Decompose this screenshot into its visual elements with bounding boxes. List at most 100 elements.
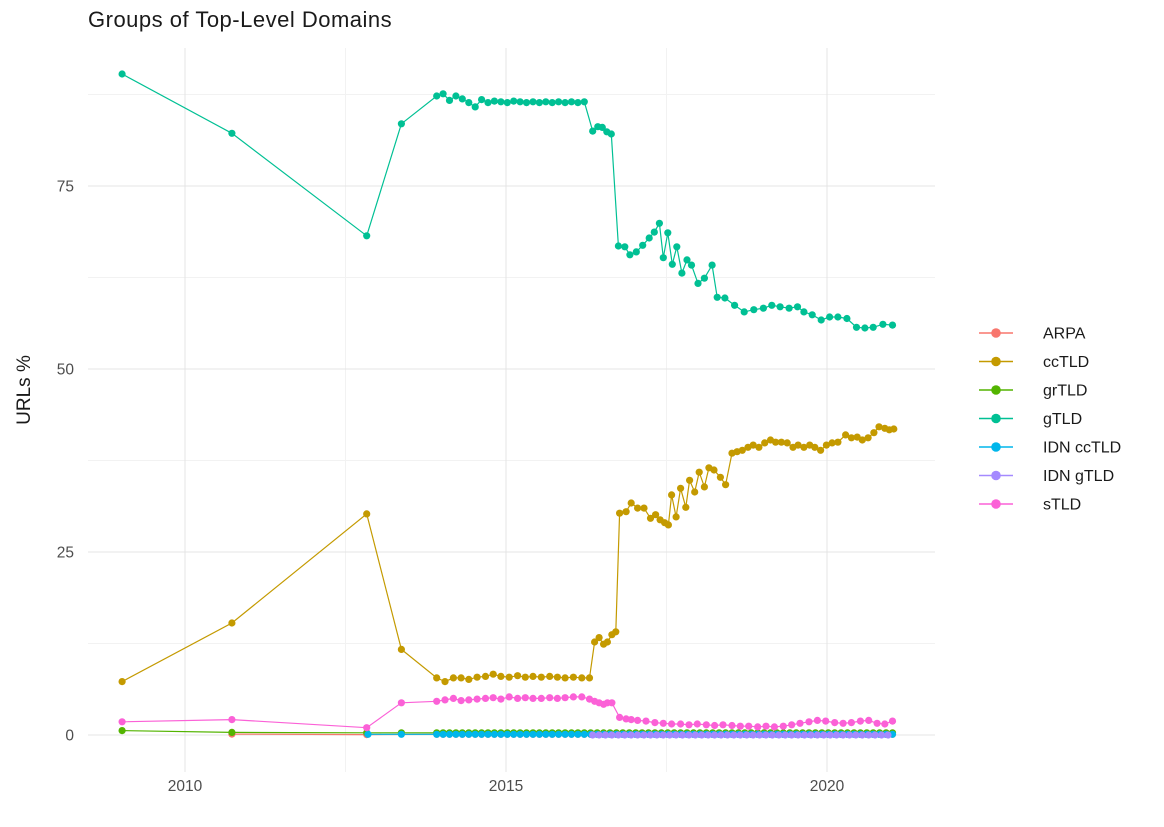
data-point — [521, 673, 529, 681]
data-point — [668, 491, 676, 499]
data-point — [627, 731, 635, 739]
data-point — [441, 678, 449, 686]
data-point — [614, 242, 623, 250]
data-point — [768, 301, 776, 309]
data-point — [785, 304, 793, 312]
data-point — [813, 716, 822, 725]
data-point — [736, 731, 744, 739]
x-tick-label: 2010 — [168, 778, 203, 795]
data-point — [639, 241, 647, 249]
data-point — [441, 696, 449, 704]
data-point — [645, 234, 653, 242]
data-point — [553, 673, 562, 681]
legend-label: ARPA — [1043, 326, 1086, 343]
data-point — [723, 731, 732, 739]
y-axis-title: URLs % — [14, 355, 35, 425]
data-point — [740, 308, 748, 316]
y-tick-label: 50 — [57, 362, 75, 379]
y-tick-label: 25 — [57, 545, 74, 562]
data-point — [646, 514, 655, 522]
data-point — [678, 269, 686, 277]
data-point — [621, 243, 629, 251]
series-line-gtld — [121, 73, 893, 329]
data-point — [578, 693, 586, 701]
data-point — [118, 678, 126, 686]
legend-key-dot — [991, 499, 1001, 509]
data-point — [839, 731, 847, 739]
data-point — [817, 446, 825, 454]
data-point — [691, 488, 699, 496]
data-point — [363, 232, 371, 240]
legend-key-dot — [991, 470, 1001, 481]
data-point — [691, 731, 700, 739]
legend-label: grTLD — [1043, 383, 1087, 400]
data-point — [817, 316, 825, 324]
data-point — [794, 441, 802, 449]
data-point — [826, 731, 834, 739]
data-point — [659, 731, 667, 739]
data-point — [722, 481, 730, 489]
series-stld — [118, 693, 897, 732]
data-point — [537, 694, 545, 703]
data-point — [864, 434, 872, 442]
data-point — [677, 484, 685, 492]
data-point — [762, 731, 770, 739]
data-point — [632, 248, 640, 256]
axis-tick-labels: 0 25 50 75 2010 2015 2020 — [57, 179, 845, 796]
data-point — [478, 96, 486, 104]
data-point — [490, 730, 498, 738]
data-point — [529, 730, 537, 738]
data-point — [694, 279, 702, 287]
data-point — [585, 674, 594, 682]
data-point — [542, 730, 550, 738]
data-point — [489, 670, 497, 678]
data-point — [762, 722, 770, 730]
data-point — [736, 722, 744, 730]
data-point — [781, 731, 789, 739]
data-point — [779, 722, 787, 730]
data-point — [449, 674, 457, 682]
data-point — [548, 99, 556, 107]
data-point — [580, 98, 588, 106]
data-point — [685, 731, 693, 739]
data-point — [614, 731, 623, 739]
legend-key-dot — [991, 356, 1001, 367]
data-point — [682, 503, 690, 511]
data-point — [655, 219, 664, 227]
data-point — [457, 674, 465, 682]
data-point — [888, 717, 897, 725]
data-point — [743, 731, 751, 739]
data-point — [567, 730, 576, 738]
data-point — [489, 694, 497, 702]
data-point — [793, 303, 802, 311]
data-point — [471, 730, 479, 738]
data-point — [118, 718, 126, 726]
data-point — [777, 438, 786, 446]
data-point — [465, 730, 473, 738]
data-point — [433, 730, 441, 738]
data-point — [465, 99, 473, 107]
data-point — [673, 243, 681, 251]
data-point — [497, 98, 505, 106]
data-point — [875, 423, 883, 431]
data-point — [546, 672, 554, 681]
data-point — [878, 731, 886, 739]
data-point — [449, 694, 457, 703]
data-point — [397, 730, 405, 738]
data-point — [788, 731, 796, 739]
data-point — [847, 434, 856, 442]
data-point — [555, 98, 563, 106]
data-point — [738, 446, 746, 454]
x-tick-label: 2015 — [489, 778, 523, 795]
data-point — [831, 719, 839, 727]
data-point — [626, 251, 634, 259]
data-point — [505, 693, 513, 701]
data-point — [794, 731, 802, 739]
legend-key-dot — [991, 442, 1001, 452]
data-point — [473, 673, 481, 681]
data-point — [589, 731, 597, 739]
data-point — [471, 103, 479, 111]
data-point — [749, 731, 757, 739]
data-point — [861, 324, 869, 332]
data-point — [828, 439, 836, 447]
